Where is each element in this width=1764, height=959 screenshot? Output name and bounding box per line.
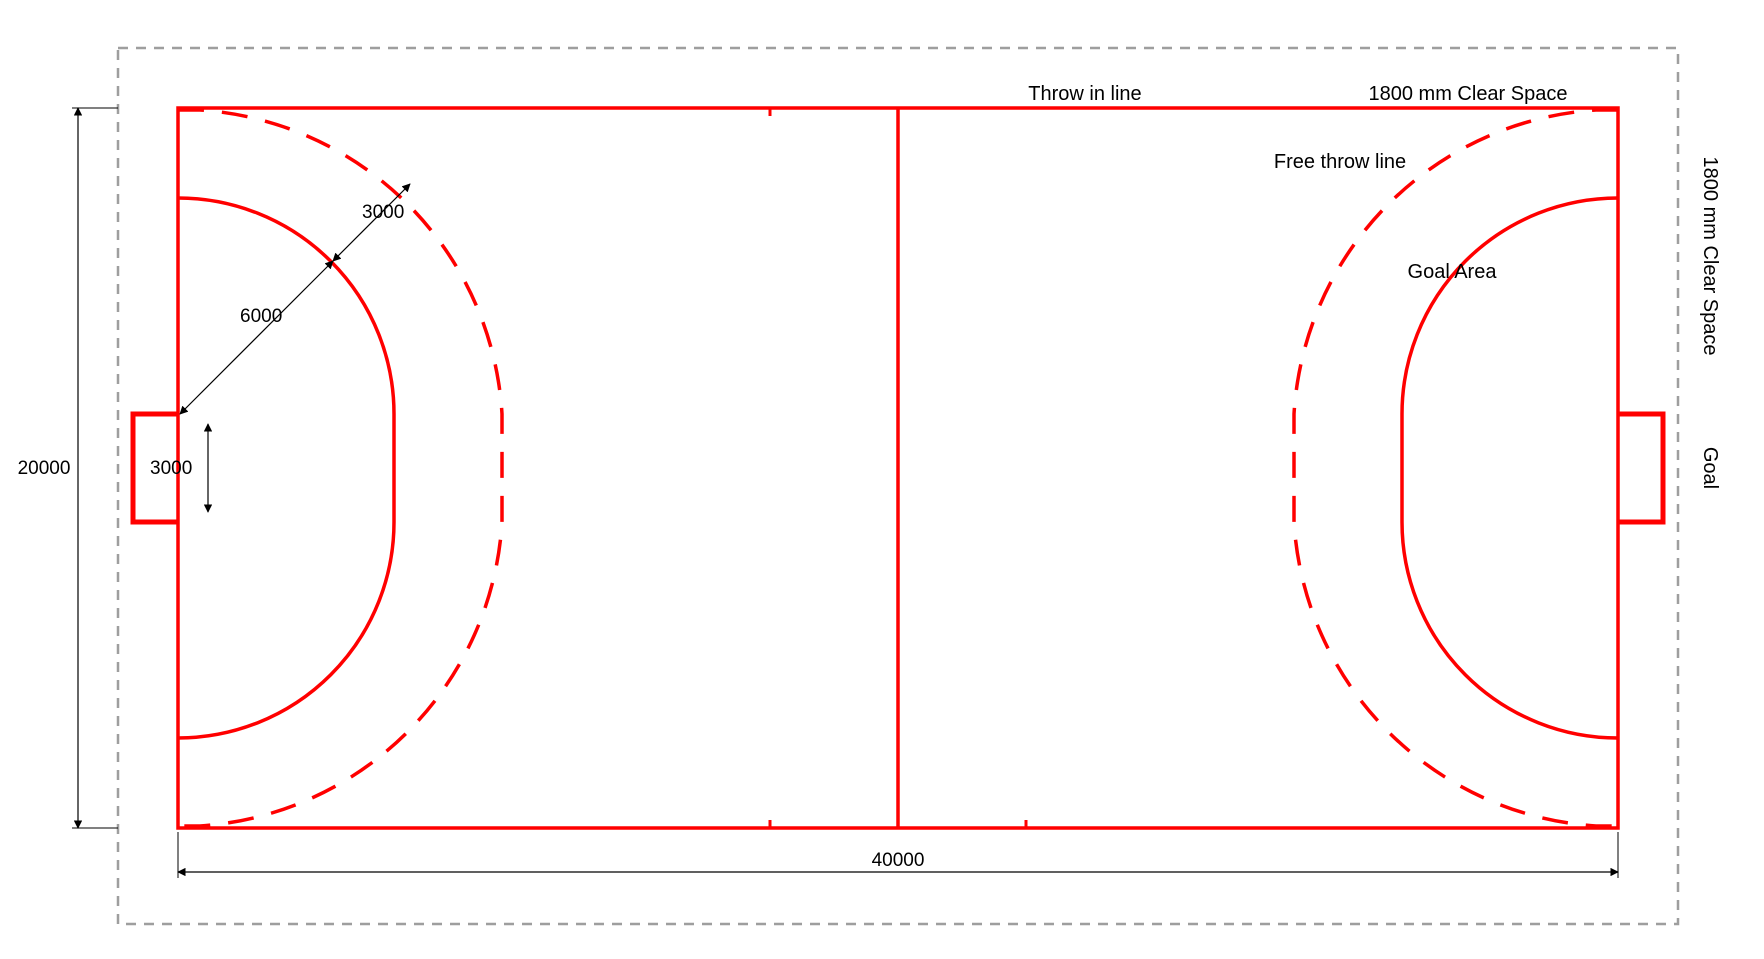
label-throw-in-line: Throw in line	[1028, 83, 1141, 105]
free-throw-line-right	[1294, 110, 1618, 826]
goal-area-left	[178, 198, 394, 738]
label-free-throw-line: Free throw line	[1274, 151, 1406, 173]
dim-goal-width-label: 3000	[150, 458, 192, 479]
free-throw-line-left	[178, 110, 502, 826]
dim-free-throw-gap-label: 3000	[362, 202, 404, 223]
label-clear-space-right: 1800 mm Clear Space	[1699, 157, 1721, 356]
handball-court-diagram: 20000 40000 6000 3000 3000 Throw in line…	[0, 0, 1764, 959]
label-clear-space-top: 1800 mm Clear Space	[1369, 83, 1568, 105]
dim-line-goal-area-radius	[180, 261, 333, 414]
goal-right	[1618, 414, 1663, 522]
label-goal: Goal	[1699, 447, 1721, 489]
dim-width-label: 20000	[18, 458, 71, 479]
dim-goal-area-radius-label: 6000	[240, 306, 282, 327]
label-goal-area: Goal Area	[1408, 261, 1498, 283]
dim-length-label: 40000	[872, 850, 925, 871]
